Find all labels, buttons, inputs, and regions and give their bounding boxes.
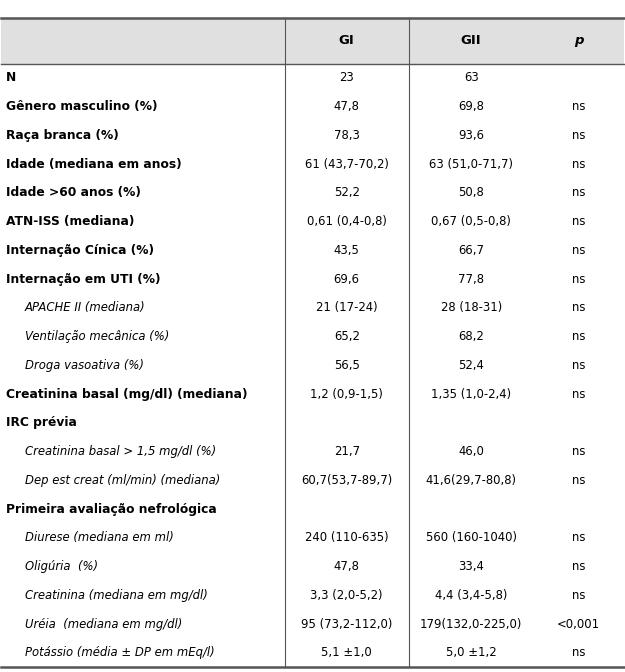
Text: Ventilação mecânica (%): Ventilação mecânica (%) — [25, 330, 169, 343]
Text: Creatinina (mediana em mg/dl): Creatinina (mediana em mg/dl) — [25, 589, 208, 602]
Text: 46,0: 46,0 — [458, 445, 484, 458]
Text: ATN-ISS (mediana): ATN-ISS (mediana) — [6, 215, 135, 228]
Text: ns: ns — [572, 158, 585, 171]
Text: 0,67 (0,5-0,8): 0,67 (0,5-0,8) — [431, 215, 511, 228]
Text: 65,2: 65,2 — [334, 330, 359, 343]
Text: 63: 63 — [464, 71, 479, 85]
Text: 0,61 (0,4-0,8): 0,61 (0,4-0,8) — [307, 215, 387, 228]
Text: ns: ns — [572, 474, 585, 487]
Text: N: N — [6, 71, 17, 85]
Text: ns: ns — [572, 359, 585, 372]
Text: ns: ns — [572, 215, 585, 228]
Text: GI: GI — [339, 34, 354, 47]
Text: 43,5: 43,5 — [334, 244, 359, 257]
Text: 1,35 (1,0-2,4): 1,35 (1,0-2,4) — [431, 388, 511, 401]
Text: 61 (43,7-70,2): 61 (43,7-70,2) — [305, 158, 389, 171]
Text: ns: ns — [572, 273, 585, 286]
Text: 95 (73,2-112,0): 95 (73,2-112,0) — [301, 618, 392, 630]
Text: Internação em UTI (%): Internação em UTI (%) — [6, 273, 161, 286]
Text: GII: GII — [461, 34, 481, 47]
Text: Idade >60 anos (%): Idade >60 anos (%) — [6, 186, 141, 200]
Text: Gênero masculino (%): Gênero masculino (%) — [6, 100, 158, 114]
Text: ns: ns — [572, 330, 585, 343]
Text: 77,8: 77,8 — [458, 273, 484, 286]
Text: 28 (18-31): 28 (18-31) — [441, 302, 502, 314]
Text: 52,4: 52,4 — [458, 359, 484, 372]
Text: ns: ns — [572, 532, 585, 544]
Text: Diurese (mediana em ml): Diurese (mediana em ml) — [25, 532, 174, 544]
Text: 23: 23 — [339, 71, 354, 85]
Text: ns: ns — [572, 244, 585, 257]
Text: ns: ns — [572, 560, 585, 573]
Text: Raça branca (%): Raça branca (%) — [6, 129, 119, 142]
Text: APACHE II (mediana): APACHE II (mediana) — [25, 302, 146, 314]
Text: Uréia  (mediana em mg/dl): Uréia (mediana em mg/dl) — [25, 618, 182, 630]
Text: Creatinina basal > 1,5 mg/dl (%): Creatinina basal > 1,5 mg/dl (%) — [25, 445, 216, 458]
Text: 3,3 (2,0-5,2): 3,3 (2,0-5,2) — [311, 589, 383, 602]
Text: <0,001: <0,001 — [557, 618, 600, 630]
Text: ns: ns — [572, 445, 585, 458]
Text: 240 (110-635): 240 (110-635) — [305, 532, 389, 544]
Text: 5,0 ±1,2: 5,0 ±1,2 — [446, 646, 496, 659]
Text: 41,6(29,7-80,8): 41,6(29,7-80,8) — [426, 474, 517, 487]
Text: 69,8: 69,8 — [458, 100, 484, 114]
Text: Internação Cínica (%): Internação Cínica (%) — [6, 244, 154, 257]
Text: 52,2: 52,2 — [334, 186, 359, 200]
Text: Droga vasoativa (%): Droga vasoativa (%) — [25, 359, 144, 372]
Text: 93,6: 93,6 — [458, 129, 484, 142]
Text: p: p — [574, 34, 583, 47]
Text: 56,5: 56,5 — [334, 359, 359, 372]
Text: 179(132,0-225,0): 179(132,0-225,0) — [420, 618, 522, 630]
Text: 5,1 ±1,0: 5,1 ±1,0 — [321, 646, 372, 659]
Text: ns: ns — [572, 646, 585, 659]
Text: 1,2 (0,9-1,5): 1,2 (0,9-1,5) — [310, 388, 383, 401]
Text: 60,7(53,7-89,7): 60,7(53,7-89,7) — [301, 474, 392, 487]
Text: ns: ns — [572, 388, 585, 401]
Text: Creatinina basal (mg/dl) (mediana): Creatinina basal (mg/dl) (mediana) — [6, 388, 248, 401]
Text: 21,7: 21,7 — [334, 445, 360, 458]
Text: Dep est creat (ml/min) (mediana): Dep est creat (ml/min) (mediana) — [25, 474, 220, 487]
Text: 21 (17-24): 21 (17-24) — [316, 302, 378, 314]
Text: ns: ns — [572, 100, 585, 114]
Text: 78,3: 78,3 — [334, 129, 359, 142]
Text: ns: ns — [572, 129, 585, 142]
Text: ns: ns — [572, 302, 585, 314]
Text: 50,8: 50,8 — [458, 186, 484, 200]
Text: Primeira avaliação nefrológica: Primeira avaliação nefrológica — [6, 503, 217, 515]
Text: 560 (160-1040): 560 (160-1040) — [426, 532, 517, 544]
Text: Idade (mediana em anos): Idade (mediana em anos) — [6, 158, 182, 171]
Text: Oligúria  (%): Oligúria (%) — [25, 560, 98, 573]
Text: IRC prévia: IRC prévia — [6, 417, 78, 429]
Text: ns: ns — [572, 186, 585, 200]
Text: 63 (51,0-71,7): 63 (51,0-71,7) — [429, 158, 513, 171]
Text: 33,4: 33,4 — [458, 560, 484, 573]
Text: 4,4 (3,4-5,8): 4,4 (3,4-5,8) — [435, 589, 508, 602]
Text: ns: ns — [572, 589, 585, 602]
Text: 69,6: 69,6 — [334, 273, 360, 286]
Bar — [1, 18, 624, 64]
Text: 68,2: 68,2 — [458, 330, 484, 343]
Text: 47,8: 47,8 — [334, 100, 359, 114]
Text: 66,7: 66,7 — [458, 244, 484, 257]
Text: Potássio (média ± DP em mEq/l): Potássio (média ± DP em mEq/l) — [25, 646, 214, 659]
Text: 47,8: 47,8 — [334, 560, 359, 573]
